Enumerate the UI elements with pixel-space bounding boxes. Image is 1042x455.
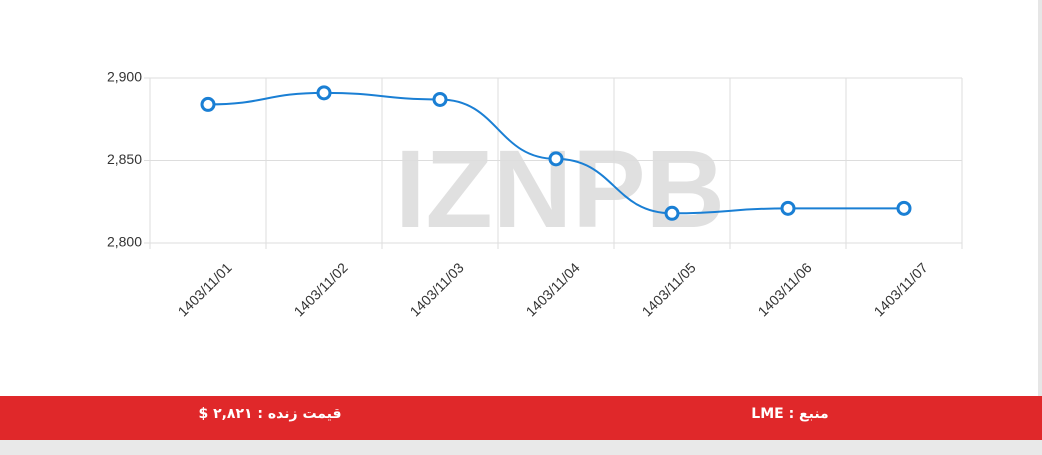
watermark: IZNPB — [395, 128, 725, 251]
point — [896, 200, 912, 216]
edge — [1038, 0, 1042, 396]
footer-strip — [0, 440, 1042, 455]
point — [780, 200, 796, 216]
point — [664, 205, 680, 221]
footer-bar — [0, 396, 1042, 440]
y-tick-label: 2,800 — [107, 234, 142, 250]
point — [316, 85, 332, 101]
source: منبع : LME — [751, 406, 828, 422]
point — [200, 96, 216, 112]
y-tick-label: 2,850 — [107, 151, 142, 167]
point — [432, 91, 448, 107]
point — [548, 151, 564, 167]
live-price: قیمت زنده : ۲,۸۲۱ $ — [198, 406, 341, 422]
y-tick-label: 2,900 — [107, 69, 142, 85]
